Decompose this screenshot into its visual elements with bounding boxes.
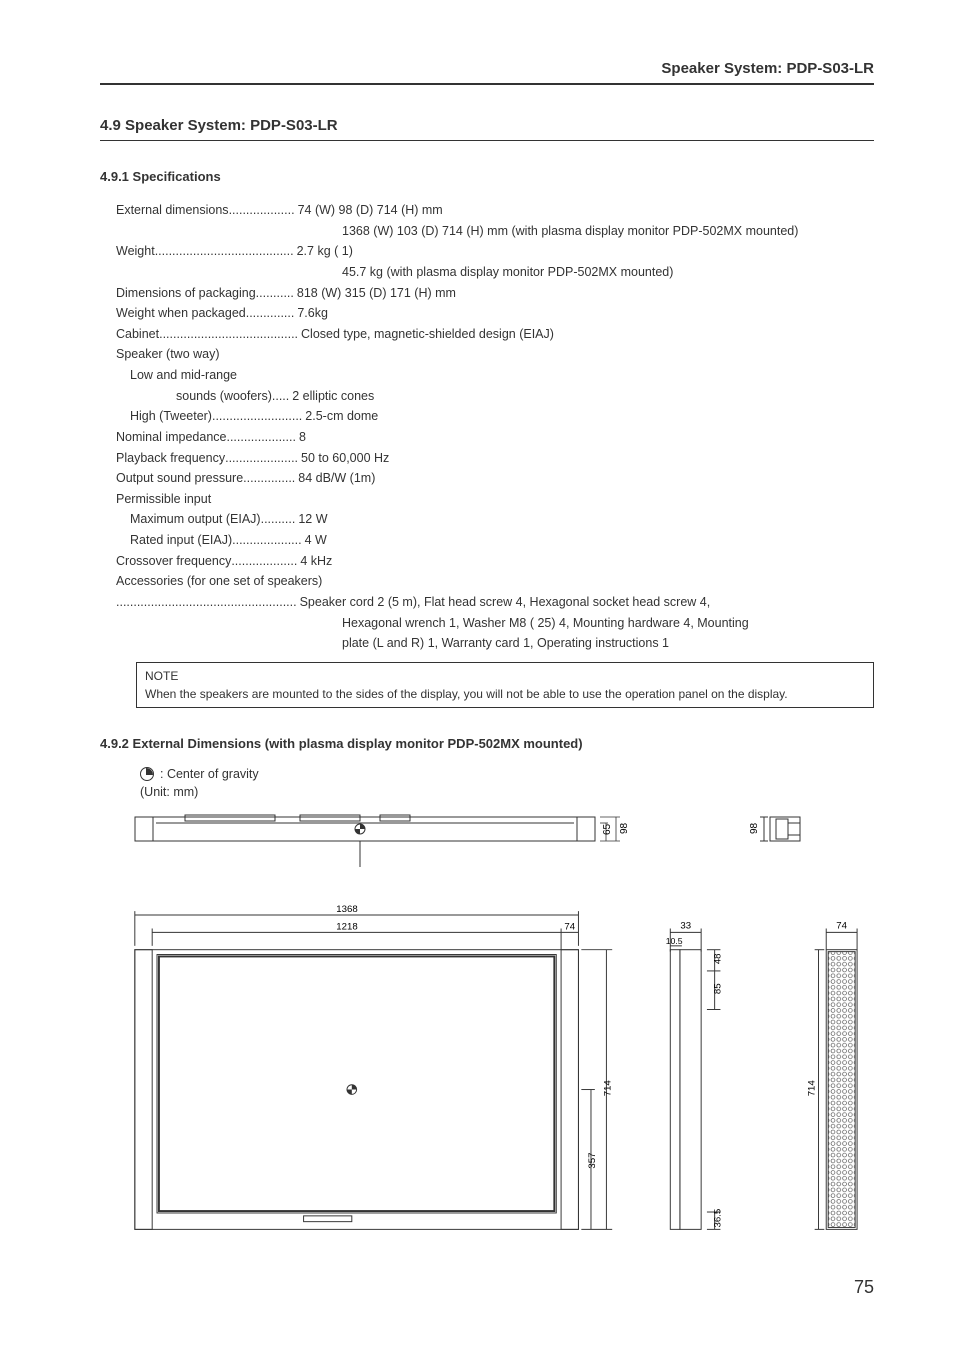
spec-value: 8 xyxy=(299,427,306,448)
top-view-diagram: 65 98 xyxy=(130,807,640,877)
spec-value-line2: 1368 (W) 103 (D) 714 (H) mm (with plasma… xyxy=(116,221,874,242)
spec-label: Speaker (two way) xyxy=(116,344,874,365)
note-title: NOTE xyxy=(145,667,865,685)
spec-sublabel: Low and mid-range xyxy=(116,365,874,386)
dimension-diagrams: 65 98 98 xyxy=(130,807,874,1257)
spec-value: 74 (W) 98 (D) 714 (H) mm xyxy=(298,200,443,221)
spec-label: Nominal impedance xyxy=(116,427,226,448)
section-number: 4.9 xyxy=(100,117,121,134)
section-name: Speaker System: PDP-S03-LR xyxy=(125,117,338,134)
dim-74: 74 xyxy=(564,921,575,932)
sub2-number: 4.9.2 xyxy=(100,736,129,751)
spec-label: Weight xyxy=(116,241,155,262)
spec-label: External dimensions xyxy=(116,200,229,221)
dim-65: 65 xyxy=(602,823,613,835)
spec-dots: ................... xyxy=(229,200,295,221)
center-of-gravity-icon xyxy=(140,767,154,781)
spec-label: Playback frequency xyxy=(116,448,225,469)
spec-dots: ........................................ xyxy=(159,324,298,345)
sub1-name: Specifications xyxy=(133,169,221,184)
spec-value: 50 to 60,000 Hz xyxy=(301,448,389,469)
spec-value-line2: 45.7 kg (with plasma display monitor PDP… xyxy=(116,262,874,283)
dim-74b: 74 xyxy=(836,920,847,931)
speaker-front-view: 74 714 xyxy=(778,897,874,1257)
spec-label: Weight when packaged xyxy=(116,303,246,324)
spec-dots: ..... xyxy=(272,386,289,407)
spec-label: sounds (woofers) xyxy=(176,386,272,407)
spec-dots: ............... xyxy=(243,468,295,489)
speaker-top-view: 98 xyxy=(660,807,820,867)
dim-98: 98 xyxy=(619,822,630,834)
dim-33: 33 xyxy=(681,920,692,931)
spec-dots: .................... xyxy=(232,530,301,551)
page-number: 75 xyxy=(100,1277,874,1298)
sub2-name: External Dimensions (with plasma display… xyxy=(133,736,583,751)
sub1-number: 4.9.1 xyxy=(100,169,129,184)
center-of-gravity-legend: : Center of gravity xyxy=(140,767,874,781)
spec-dots: .............. xyxy=(246,303,295,324)
spec-label: Permissible input xyxy=(116,489,874,510)
dim-98b: 98 xyxy=(749,822,760,834)
spec-label: Rated input (EIAJ) xyxy=(130,530,232,551)
spec-value: 84 dB/W (1m) xyxy=(298,468,375,489)
dim-1218: 1218 xyxy=(336,921,357,932)
dim-48: 48 xyxy=(713,953,724,964)
front-view-diagram: 1368 1218 74 357 714 xyxy=(130,897,631,1257)
spec-value-line2: Hexagonal wrench 1, Washer M8 ( 25) 4, M… xyxy=(116,613,874,634)
speaker-side-detail: 33 10.5 48 85 36.5 xyxy=(651,897,757,1257)
spec-label: Dimensions of packaging xyxy=(116,283,256,304)
dim-36-5: 36.5 xyxy=(713,1208,724,1227)
spec-dots: ................... xyxy=(231,551,297,572)
spec-value: 2 elliptic cones xyxy=(292,386,374,407)
spec-value: 818 (W) 315 (D) 171 (H) mm xyxy=(297,283,456,304)
spec-dots: .......... xyxy=(261,509,296,530)
spec-dots: .......................... xyxy=(212,406,302,427)
dim-714: 714 xyxy=(602,1079,613,1096)
spec-value: 4 W xyxy=(305,530,327,551)
spec-value: 7.6kg xyxy=(297,303,328,324)
spec-dots: ..................... xyxy=(225,448,298,469)
dim-85: 85 xyxy=(713,983,724,994)
spec-label: Output sound pressure xyxy=(116,468,243,489)
dim-10-5: 10.5 xyxy=(666,936,683,946)
spec-dots: .................... xyxy=(226,427,295,448)
spec-label: Cabinet xyxy=(116,324,159,345)
spec-value: 12 W xyxy=(298,509,327,530)
note-text: When the speakers are mounted to the sid… xyxy=(145,685,865,703)
spec-value-line3: plate (L and R) 1, Warranty card 1, Oper… xyxy=(116,633,874,654)
section-title: 4.9 Speaker System: PDP-S03-LR xyxy=(100,117,874,141)
spec-dots: ........................................… xyxy=(116,592,297,613)
specifications-list: External dimensions ................... … xyxy=(116,200,874,654)
dim-714b: 714 xyxy=(806,1079,817,1096)
spec-dots: ........... xyxy=(256,283,294,304)
page-header: Speaker System: PDP-S03-LR xyxy=(100,60,874,85)
note-box: NOTE When the speakers are mounted to th… xyxy=(136,662,874,708)
spec-label: Crossover frequency xyxy=(116,551,231,572)
spec-value: 2.5-cm dome xyxy=(305,406,378,427)
subsection-1-title: 4.9.1 Specifications xyxy=(100,169,874,184)
spec-value: 2.7 kg ( 1) xyxy=(297,241,353,262)
spec-label: Accessories (for one set of speakers) xyxy=(116,571,874,592)
cog-label: : Center of gravity xyxy=(160,767,259,781)
dim-1368: 1368 xyxy=(336,904,357,915)
spec-dots: ........................................ xyxy=(155,241,294,262)
subsection-2-title: 4.9.2 External Dimensions (with plasma d… xyxy=(100,736,874,751)
unit-label: (Unit: mm) xyxy=(140,785,874,799)
spec-value: 4 kHz xyxy=(300,551,332,572)
dim-357: 357 xyxy=(587,1152,598,1168)
spec-value: Closed type, magnetic-shielded design (E… xyxy=(301,324,554,345)
spec-value: Speaker cord 2 (5 m), Flat head screw 4,… xyxy=(300,592,711,613)
spec-label: Maximum output (EIAJ) xyxy=(130,509,261,530)
spec-label: High (Tweeter) xyxy=(130,406,212,427)
